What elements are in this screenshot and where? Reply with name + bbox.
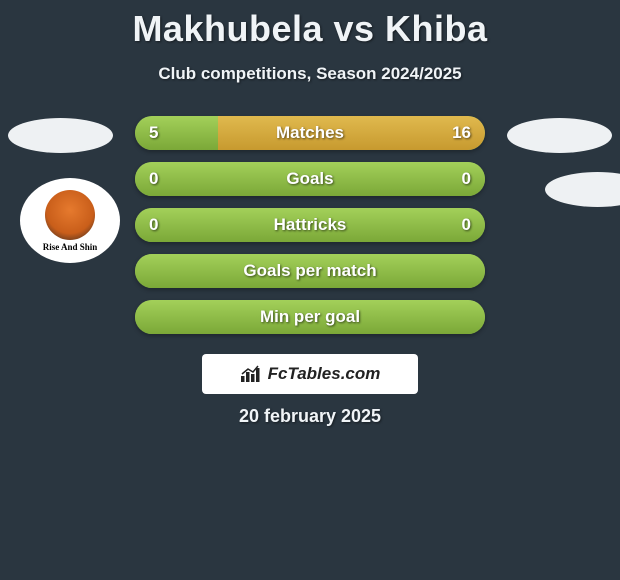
player-right-avatar [507,118,612,153]
player-right-club-avatar [545,172,620,207]
stat-label: Hattricks [135,208,485,242]
page-title: Makhubela vs Khiba [0,0,620,50]
stat-row: 516Matches [135,116,485,150]
stat-row: Min per goal [135,300,485,334]
brand-box[interactable]: FcTables.com [202,354,418,394]
stat-label: Min per goal [135,300,485,334]
player-left-avatar [8,118,113,153]
stat-row: 00Goals [135,162,485,196]
stat-row: 00Hattricks [135,208,485,242]
stat-label: Goals per match [135,254,485,288]
chart-icon [240,365,262,383]
stats-container: 516Matches 00Goals 00Hattricks Goals per ma… [135,116,485,346]
date-text: 20 february 2025 [0,406,620,427]
brand-text: FcTables.com [268,364,381,384]
page-subtitle: Club competitions, Season 2024/2025 [0,64,620,84]
club-badge-text: Rise And Shin [43,242,98,252]
stat-row: Goals per match [135,254,485,288]
stat-label: Matches [135,116,485,150]
stat-label: Goals [135,162,485,196]
player-left-club-badge: Rise And Shin [20,178,120,263]
